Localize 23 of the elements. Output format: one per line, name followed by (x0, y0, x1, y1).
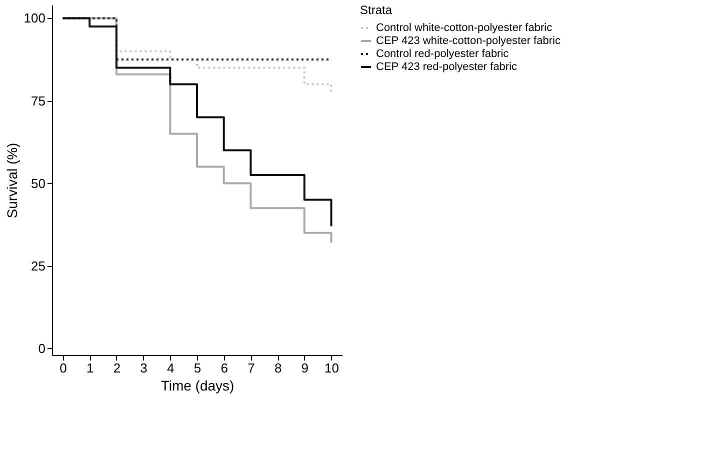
x-tick-label: 1 (86, 360, 94, 376)
x-tick-label: 10 (324, 360, 339, 376)
legend-label: Control red-polyester fabric (376, 48, 510, 60)
x-tick-label: 8 (274, 360, 282, 376)
legend-label: CEP 423 white-cotton-polyester fabric (376, 35, 561, 47)
x-tick-label: 7 (248, 360, 255, 376)
x-tick-label: 6 (220, 360, 228, 376)
legend-label: Control white-cotton-polyester fabric (376, 22, 553, 34)
y-tick-label: 75 (31, 93, 46, 108)
legend-title: Strata (360, 3, 392, 17)
x-tick-label: 2 (113, 360, 121, 376)
x-tick-label: 5 (194, 360, 202, 376)
y-tick-label: 0 (38, 340, 46, 356)
x-tick-label: 9 (301, 360, 309, 376)
y-tick-label: 50 (31, 176, 46, 191)
legend-label: CEP 423 red-polyester fabric (376, 61, 518, 73)
x-tick-label: 3 (140, 360, 148, 376)
y-tick-label: 100 (24, 10, 46, 26)
y-tick-label: 25 (31, 258, 46, 274)
x-tick-label: 4 (167, 360, 174, 376)
y-axis-title: Survival (%) (4, 142, 20, 218)
x-tick-label: 0 (60, 360, 67, 376)
x-axis-title: Time (days) (160, 378, 234, 394)
